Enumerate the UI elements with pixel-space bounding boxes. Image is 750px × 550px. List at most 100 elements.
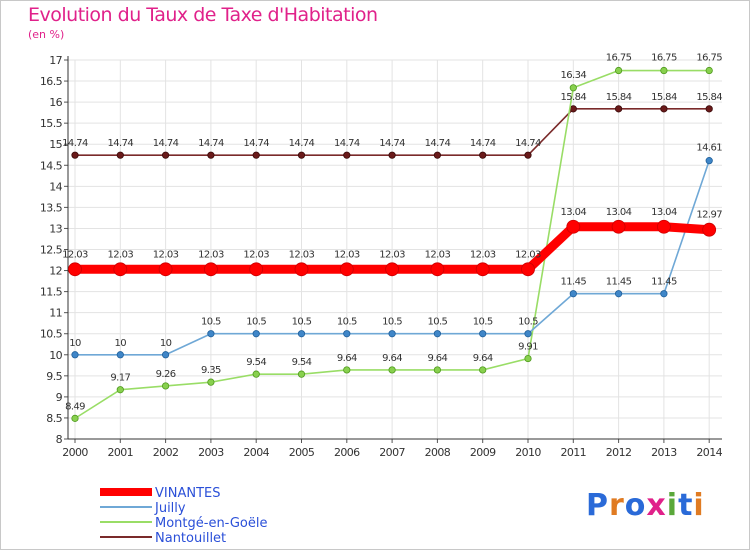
data-label: 10.5 (518, 317, 538, 328)
data-point (566, 219, 581, 234)
data-label: 9.17 (110, 373, 130, 384)
data-point (343, 151, 351, 159)
data-point (162, 151, 170, 159)
data-label: 15.84 (696, 92, 722, 103)
data-label: 15.84 (560, 92, 586, 103)
y-tick-label: 15 (49, 138, 62, 151)
data-point (162, 351, 170, 359)
logo-letter: i (693, 488, 705, 523)
y-tick-label: 11 (49, 307, 62, 320)
data-label: 13.04 (560, 207, 586, 218)
legend-label-1: Juilly (154, 501, 186, 516)
data-label: 9.35 (201, 365, 221, 376)
data-point (71, 414, 79, 422)
data-label: 12.03 (107, 249, 133, 260)
data-label: 9.64 (337, 353, 357, 364)
logo-letter: o (624, 488, 647, 523)
data-label: 10 (69, 338, 81, 349)
data-label: 14.74 (379, 138, 405, 149)
data-label: 10 (115, 338, 127, 349)
data-point (521, 262, 535, 277)
chart-title: Evolution du Taux de Taxe d'Habitation (28, 4, 378, 26)
data-point (207, 330, 215, 338)
data-point (252, 330, 260, 338)
y-tick-label: 8.5 (46, 412, 62, 425)
data-point (207, 151, 215, 159)
data-label: 9.54 (246, 357, 266, 368)
y-tick-label: 13.5 (40, 201, 63, 214)
data-point (660, 105, 668, 113)
data-point (569, 290, 577, 298)
x-tick-label: 2013 (651, 446, 677, 459)
logo-letter: t (678, 488, 694, 523)
legend-label-2: Montgé-en-Goële (155, 516, 268, 531)
data-point (116, 151, 124, 159)
data-point (660, 290, 668, 298)
data-point (71, 351, 79, 359)
data-label: 13.04 (606, 207, 632, 218)
data-point (569, 84, 577, 92)
data-label: 10.5 (292, 317, 312, 328)
data-point (430, 262, 445, 277)
data-label: 12.03 (470, 249, 496, 260)
data-point (433, 151, 441, 159)
data-label: 9.91 (518, 342, 538, 353)
proxiti-logo: Proxiti (586, 488, 705, 523)
data-label: 14.74 (515, 138, 541, 149)
data-point (479, 366, 487, 374)
data-label: 12.03 (425, 249, 451, 260)
logo-letter: x (646, 488, 667, 523)
data-point (524, 151, 532, 159)
data-point (705, 105, 713, 113)
x-tick-label: 2002 (153, 446, 179, 459)
data-label: 12.03 (243, 249, 269, 260)
data-label: 12.03 (198, 249, 224, 260)
x-tick-label: 2006 (334, 446, 360, 459)
y-tick-label: 10 (49, 349, 62, 362)
data-point (705, 157, 713, 165)
data-point (113, 262, 128, 277)
data-point (116, 351, 124, 359)
data-point (385, 262, 400, 277)
x-tick-label: 2008 (425, 446, 451, 459)
y-tick-label: 15.5 (40, 117, 63, 130)
data-label: 9.64 (473, 353, 493, 364)
y-tick-label: 9 (56, 391, 63, 404)
data-point (657, 219, 671, 234)
data-label: 10 (160, 338, 172, 349)
data-label: 14.74 (153, 138, 179, 149)
data-label: 14.74 (425, 138, 451, 149)
data-point (294, 262, 309, 277)
data-point (339, 262, 354, 277)
data-point (249, 262, 264, 277)
data-label: 16.75 (606, 53, 632, 64)
x-tick-label: 2009 (470, 446, 496, 459)
data-point (475, 262, 490, 277)
data-point (162, 382, 170, 390)
x-tick-label: 2003 (198, 446, 224, 459)
data-label: 15.84 (606, 92, 632, 103)
legend-label-3: Nantouillet (155, 531, 226, 546)
data-point (203, 262, 218, 277)
data-label: 15.84 (651, 92, 677, 103)
data-label: 9.64 (427, 353, 447, 364)
data-point (343, 366, 351, 374)
data-label: 11.45 (560, 277, 586, 288)
data-point (158, 262, 173, 277)
data-label: 13.04 (651, 207, 677, 218)
data-point (660, 66, 668, 75)
data-point (433, 330, 441, 338)
data-point (614, 66, 623, 75)
data-point (297, 370, 306, 378)
data-point (343, 330, 351, 338)
data-label: 12.03 (334, 249, 360, 260)
x-tick-label: 2001 (107, 446, 133, 459)
data-point (705, 66, 713, 75)
data-label: 14.74 (470, 138, 496, 149)
data-point (569, 105, 577, 113)
data-label: 12.03 (289, 249, 315, 260)
data-label: 14.61 (696, 143, 722, 154)
data-label: 10.5 (427, 317, 447, 328)
y-tick-label: 16 (49, 96, 62, 109)
data-label: 14.74 (198, 138, 224, 149)
